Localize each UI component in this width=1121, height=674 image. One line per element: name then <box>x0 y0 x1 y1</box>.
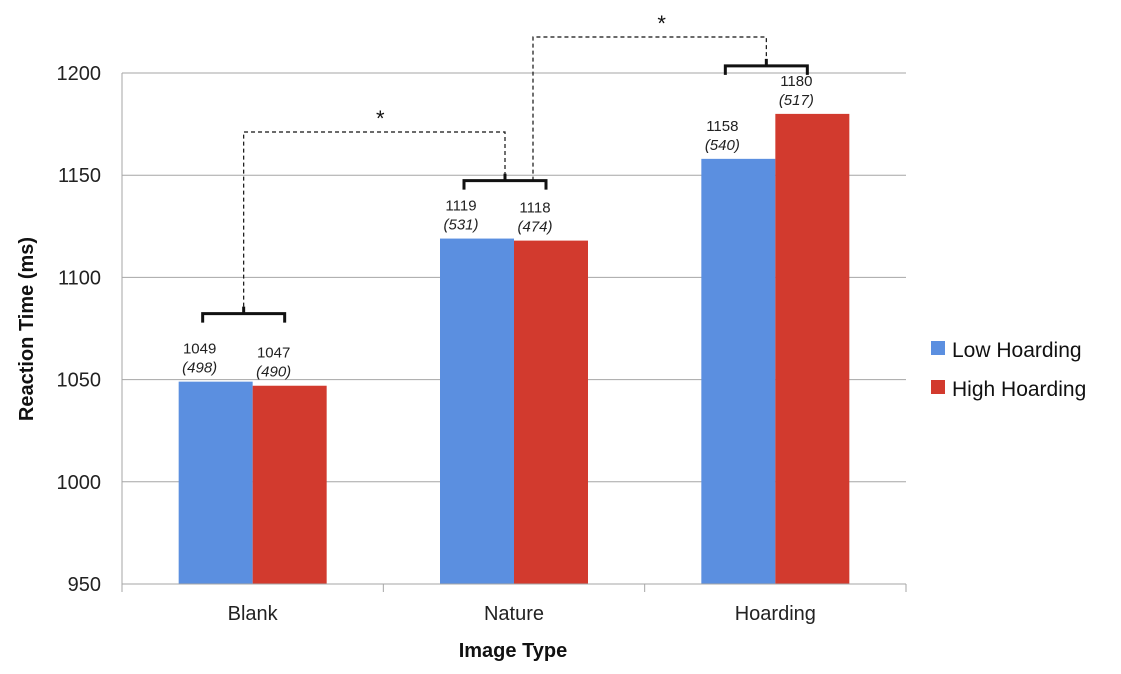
data-labels: 1049 (498) 1047 (490) 1119 (531) 1118 (474) 1158… <box>182 73 814 381</box>
bar-low-hoarding-blank <box>178 381 253 584</box>
data-label-value: 1049 <box>183 341 216 358</box>
data-label-value: 1119 <box>445 198 476 215</box>
legend-label-high-hoarding: High Hoarding <box>952 378 1086 401</box>
category-bracket <box>462 173 548 190</box>
category-bracket <box>201 306 287 323</box>
x-tick-label: Hoarding <box>735 603 816 625</box>
data-label-sd: (474) <box>517 219 552 236</box>
y-axis-title: Reaction Time (ms) <box>16 237 38 421</box>
legend-swatch-low-hoarding <box>931 341 945 355</box>
bar-high-hoarding-blank <box>252 385 327 584</box>
y-tick-label: 950 <box>68 574 101 596</box>
legend-label-low-hoarding: Low Hoarding <box>952 339 1082 362</box>
x-axis-title: Image Type <box>459 640 568 662</box>
x-tick-label: Nature <box>484 603 544 625</box>
data-label-value: 1118 <box>519 200 550 217</box>
y-tick-label: 1050 <box>57 370 102 392</box>
bar-high-hoarding-hoarding <box>775 113 850 584</box>
category-bracket <box>723 58 809 75</box>
bar-low-hoarding-hoarding <box>701 158 776 584</box>
bars <box>178 113 850 584</box>
data-label-sd: (490) <box>256 364 291 381</box>
significance-connector <box>532 36 767 181</box>
legend-swatch-high-hoarding <box>931 380 945 394</box>
data-label-value: 1180 <box>780 73 812 90</box>
bar-high-hoarding-nature <box>514 240 588 584</box>
y-tick-label: 1100 <box>58 267 101 289</box>
y-tick-label: 1000 <box>57 472 102 494</box>
data-label-sd: (498) <box>182 360 217 377</box>
data-label-sd: (517) <box>779 92 814 109</box>
data-label-sd: (540) <box>705 137 740 154</box>
y-tick-label: 1200 <box>57 63 102 85</box>
x-tick-label: Blank <box>228 603 279 625</box>
axes: 950 1000 1050 1100 1150 1200 Blank Nature Hoardi… <box>57 63 907 625</box>
significance-brackets: ** <box>201 11 809 323</box>
significance-star: * <box>376 106 385 131</box>
y-tick-label: 1150 <box>58 165 101 187</box>
legend: Low Hoarding High Hoarding <box>931 339 1086 401</box>
significance-connector <box>243 131 506 307</box>
bar-low-hoarding-nature <box>440 238 514 584</box>
data-label-sd: (531) <box>443 217 478 234</box>
data-label-value: 1158 <box>706 118 738 135</box>
significance-star: * <box>657 11 666 36</box>
data-label-value: 1047 <box>257 345 290 362</box>
